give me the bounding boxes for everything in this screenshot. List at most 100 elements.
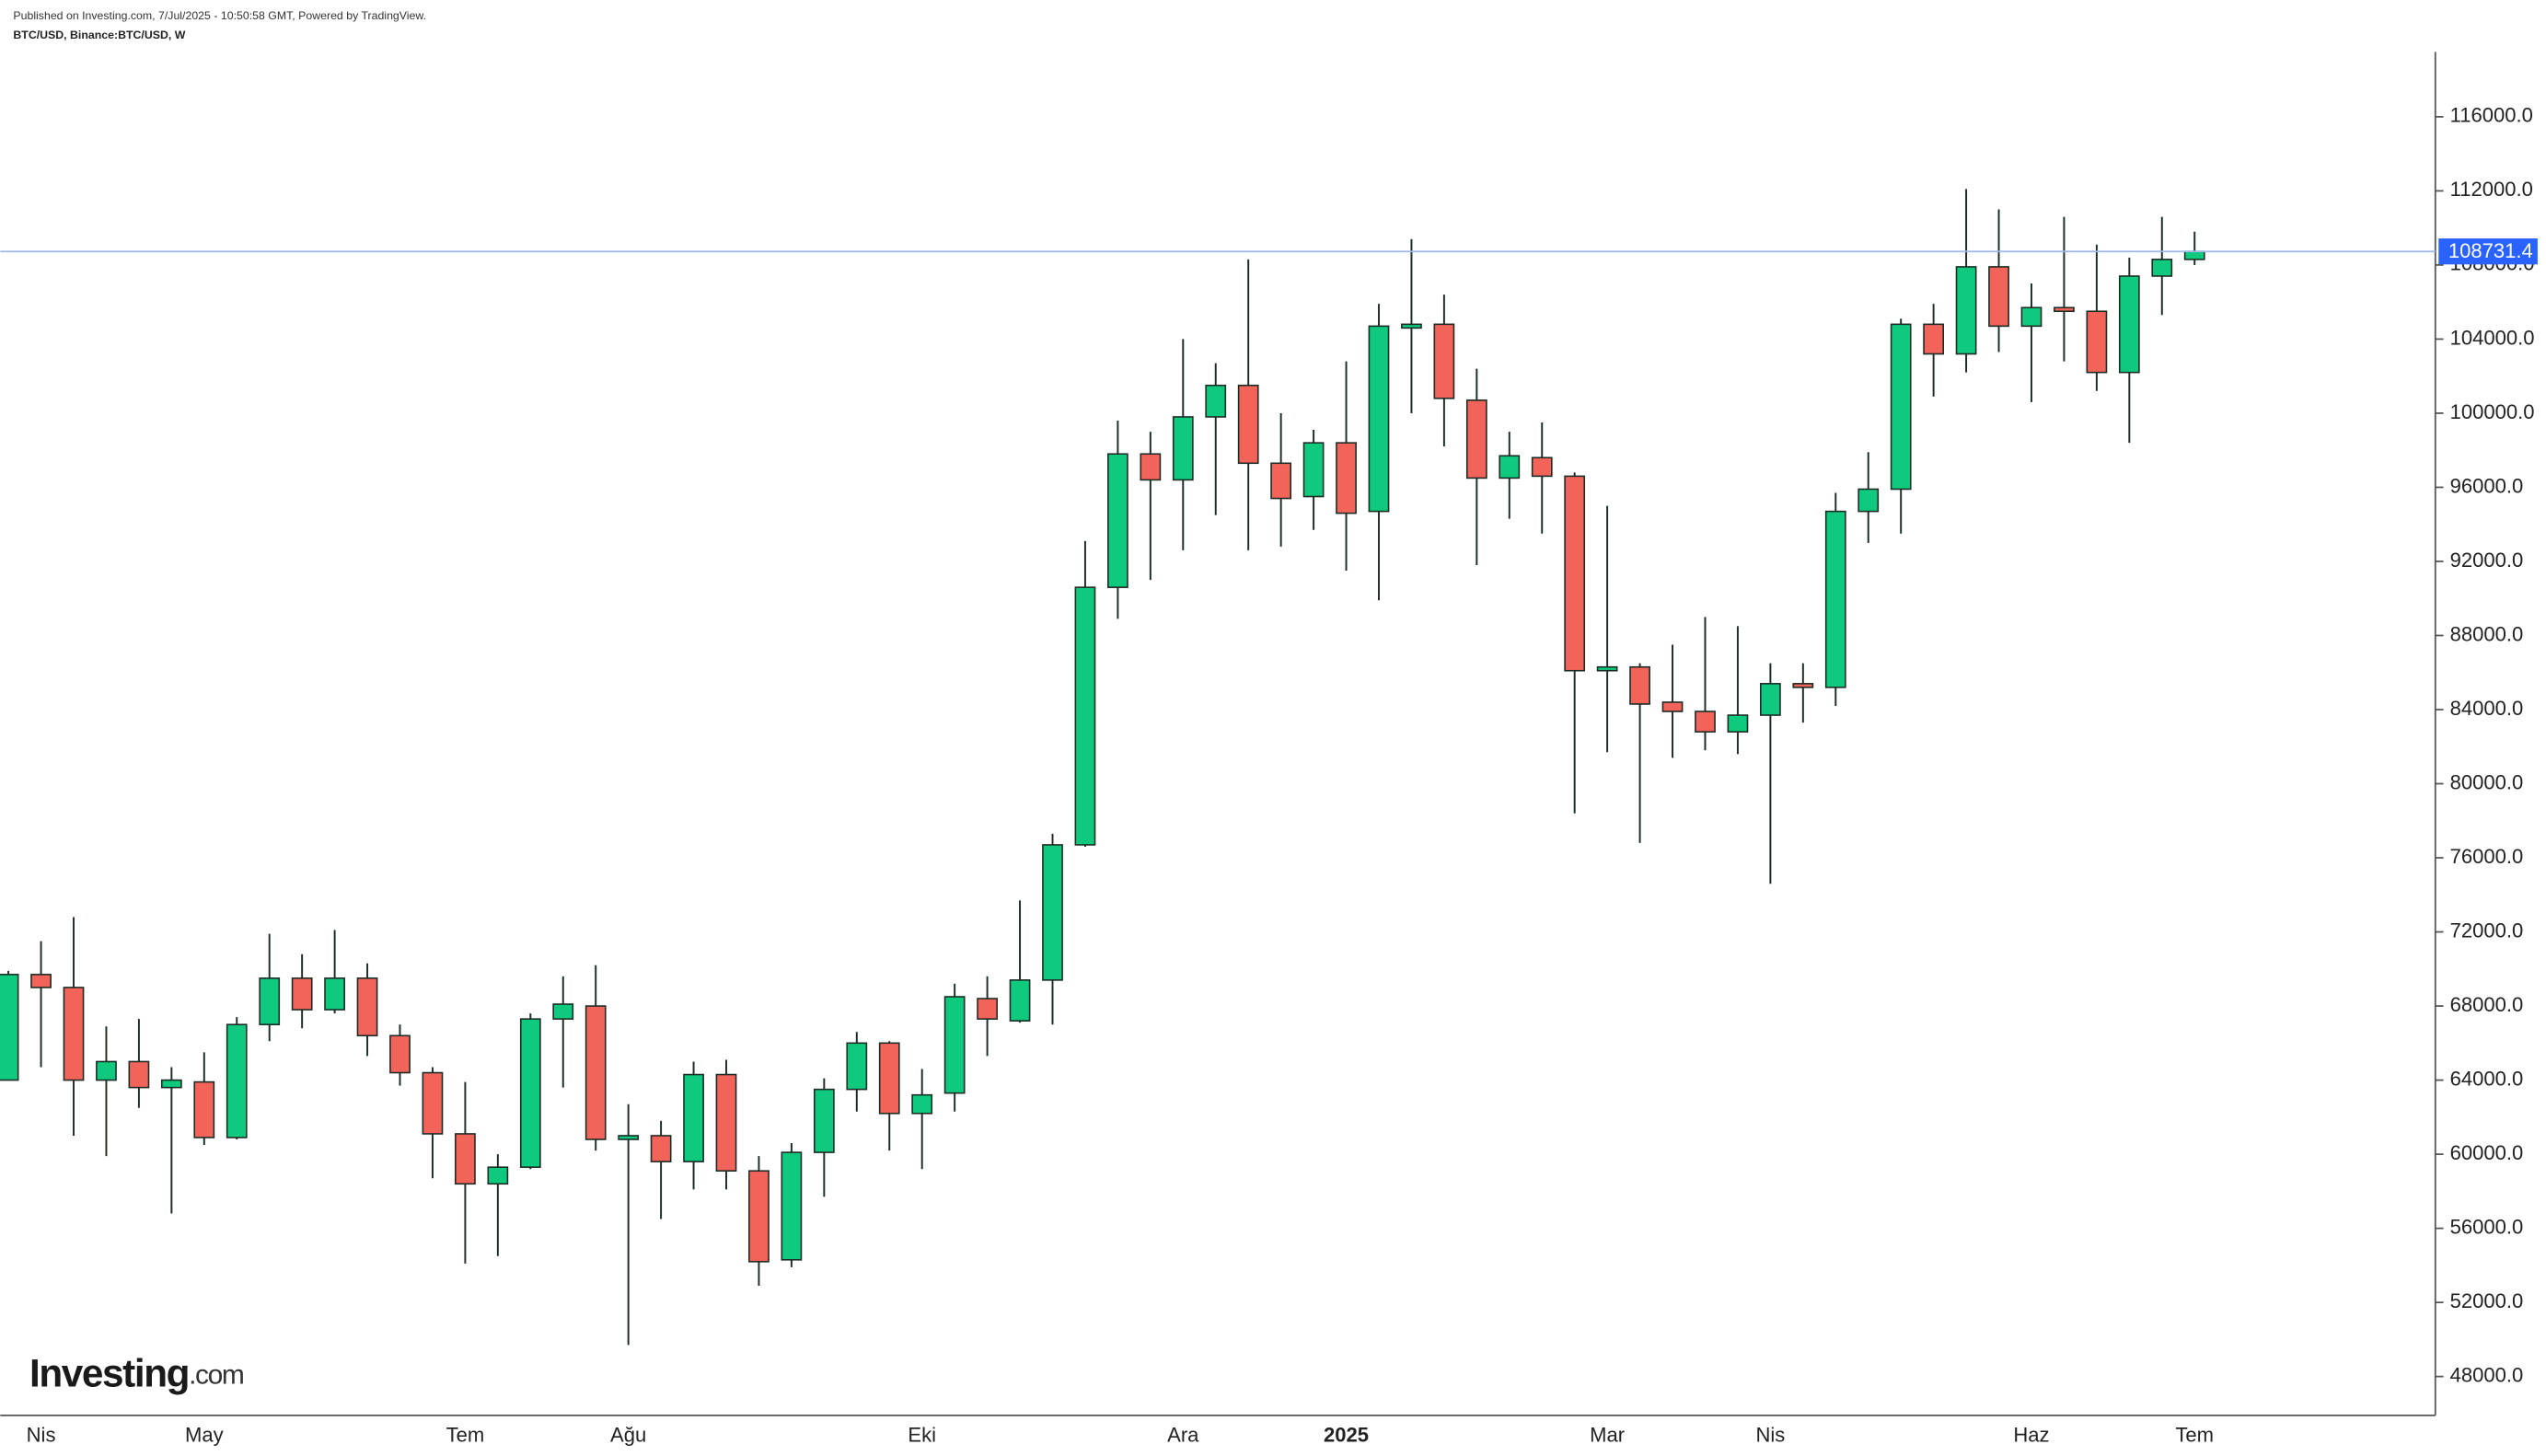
- candle-body: [715, 1073, 737, 1173]
- brand-name: Investing: [29, 1352, 189, 1395]
- candle-body: [389, 1034, 411, 1074]
- y-tick-label: 56000.0: [2450, 1215, 2524, 1238]
- candle-body: [2020, 306, 2043, 328]
- candle-body: [356, 977, 378, 1037]
- candle-body: [291, 977, 313, 1011]
- candle-body: [1270, 462, 1292, 500]
- candle-body: [1140, 453, 1162, 481]
- y-tick-label: 60000.0: [2450, 1141, 2524, 1164]
- candle-body: [160, 1079, 182, 1089]
- candle-body: [1368, 325, 1390, 513]
- plot: [0, 189, 2205, 1346]
- candle-body: [1695, 711, 1716, 733]
- symbol-label: BTC/USD, Binance:BTC/USD, W: [13, 29, 185, 41]
- candle-body: [1107, 453, 1128, 588]
- candle-body: [1009, 979, 1031, 1022]
- x-tick-label: 2025: [1324, 1424, 1369, 1447]
- y-tick-label: 92000.0: [2450, 549, 2524, 572]
- y-tick-label: 64000.0: [2450, 1067, 2524, 1090]
- x-tick-label: Tem: [2175, 1424, 2214, 1447]
- published-note: Published on Investing.com, 7/Jul/2025 -…: [13, 9, 426, 22]
- last-price-badge: [2438, 238, 2538, 265]
- candle-body: [1824, 510, 1846, 688]
- y-tick-label: 116000.0: [2450, 104, 2533, 127]
- candle-body: [1302, 442, 1325, 498]
- y-tick-label: 100000.0: [2450, 400, 2535, 423]
- candle-body: [1857, 488, 1880, 513]
- candle-body: [422, 1071, 444, 1135]
- candle-body: [2183, 250, 2205, 260]
- x-tick-label: Ağu: [610, 1424, 646, 1447]
- x-tick-label: Eki: [908, 1424, 936, 1447]
- candle-body: [1661, 701, 1684, 712]
- candle-body: [193, 1080, 215, 1138]
- y-tick-label: 80000.0: [2450, 770, 2524, 793]
- y-tick-label: 112000.0: [2450, 178, 2533, 201]
- candle-body: [584, 1005, 607, 1140]
- candle-body: [1465, 399, 1487, 480]
- candle-body: [846, 1042, 868, 1091]
- candle-body: [552, 1003, 574, 1020]
- candle-body: [1760, 683, 1781, 716]
- candle-body: [1792, 683, 1814, 688]
- x-tick-label: Ara: [1167, 1424, 1199, 1447]
- candle-body: [781, 1151, 803, 1261]
- candle-body: [878, 1042, 900, 1115]
- candle-body: [650, 1135, 672, 1162]
- candle-body: [1499, 455, 1521, 480]
- y-tick-label: 76000.0: [2450, 845, 2524, 868]
- candle-body: [1433, 323, 1455, 399]
- candle-body: [1596, 665, 1618, 672]
- candle-body: [1955, 266, 1977, 355]
- candle-body: [2151, 259, 2173, 277]
- brand-suffix: .com: [189, 1360, 243, 1391]
- candle-body: [1988, 266, 2009, 328]
- x-tick-label: Mar: [1590, 1424, 1625, 1447]
- candle-body: [1205, 384, 1227, 418]
- candle-body: [1923, 323, 1945, 355]
- candle-body: [618, 1135, 640, 1140]
- candle-body: [226, 1023, 248, 1138]
- candle-body: [1336, 442, 1357, 514]
- candle-body: [1890, 323, 1912, 491]
- last-price-label: 108731.4: [2448, 239, 2533, 262]
- y-tick-label: 52000.0: [2450, 1289, 2524, 1312]
- candle-body: [487, 1166, 509, 1185]
- candle-body: [1074, 586, 1096, 846]
- candle-body: [1531, 456, 1553, 478]
- candle-body: [2118, 275, 2140, 374]
- candle-body: [943, 996, 966, 1094]
- candle-body: [455, 1133, 476, 1185]
- candle-body: [1042, 844, 1063, 981]
- candle-body: [259, 977, 281, 1025]
- brand-logo: Investing.com: [29, 1352, 243, 1395]
- y-tick-label: 96000.0: [2450, 474, 2524, 497]
- candle-body: [683, 1073, 704, 1162]
- x-tick-label: May: [185, 1424, 224, 1447]
- y-tick-label: 68000.0: [2450, 993, 2524, 1016]
- candle-body: [1727, 714, 1749, 733]
- candle-body: [128, 1060, 150, 1089]
- candle-body: [1172, 416, 1194, 481]
- candle-body: [0, 974, 19, 1081]
- candle-body: [977, 998, 998, 1020]
- candle-body: [1401, 323, 1422, 329]
- candle-body: [324, 977, 345, 1011]
- x-tick-label: Haz: [2013, 1424, 2049, 1447]
- y-tick-label: 72000.0: [2450, 919, 2524, 942]
- x-tick-label: Tem: [446, 1424, 485, 1447]
- candle-body: [30, 974, 52, 988]
- candle-body: [96, 1060, 117, 1081]
- y-tick-label: 104000.0: [2450, 326, 2535, 349]
- candle-body: [1564, 475, 1586, 672]
- x-tick-label: Nis: [1755, 1424, 1785, 1447]
- candle-body: [519, 1018, 541, 1168]
- candle-body: [1629, 665, 1650, 705]
- candle-body: [911, 1093, 933, 1115]
- candle-body: [1237, 384, 1259, 465]
- y-tick-label: 88000.0: [2450, 622, 2524, 645]
- candle-body: [2054, 306, 2075, 313]
- candle-body: [748, 1170, 770, 1263]
